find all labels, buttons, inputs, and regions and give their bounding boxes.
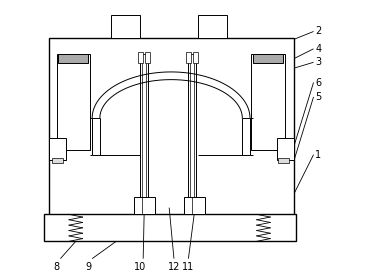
Bar [57,54,90,150]
Text: 5: 5 [315,92,322,102]
Bar [198,15,227,38]
Bar [134,197,155,214]
Text: 4: 4 [315,44,321,54]
Bar [49,38,294,216]
Bar [251,54,285,150]
Bar [142,54,146,198]
Bar [111,15,140,38]
Text: 10: 10 [134,262,147,272]
Bar [278,158,289,163]
Bar [190,54,194,198]
Bar [140,54,148,198]
Bar [44,214,296,241]
Bar [138,52,143,63]
Bar [188,54,196,198]
Bar [277,138,294,160]
Bar [186,52,191,63]
Text: 8: 8 [54,262,60,272]
Text: 2: 2 [315,26,322,36]
Text: 11: 11 [182,262,195,272]
Text: 3: 3 [315,57,321,67]
Text: 1: 1 [315,150,321,160]
Text: 6: 6 [315,78,321,87]
Text: 12: 12 [168,262,180,272]
Text: 9: 9 [85,262,92,272]
Bar [49,138,66,160]
Bar [145,52,150,63]
Bar [52,158,63,163]
Bar [58,54,88,63]
Bar [184,197,205,214]
Bar [193,52,198,63]
Bar [253,54,283,63]
